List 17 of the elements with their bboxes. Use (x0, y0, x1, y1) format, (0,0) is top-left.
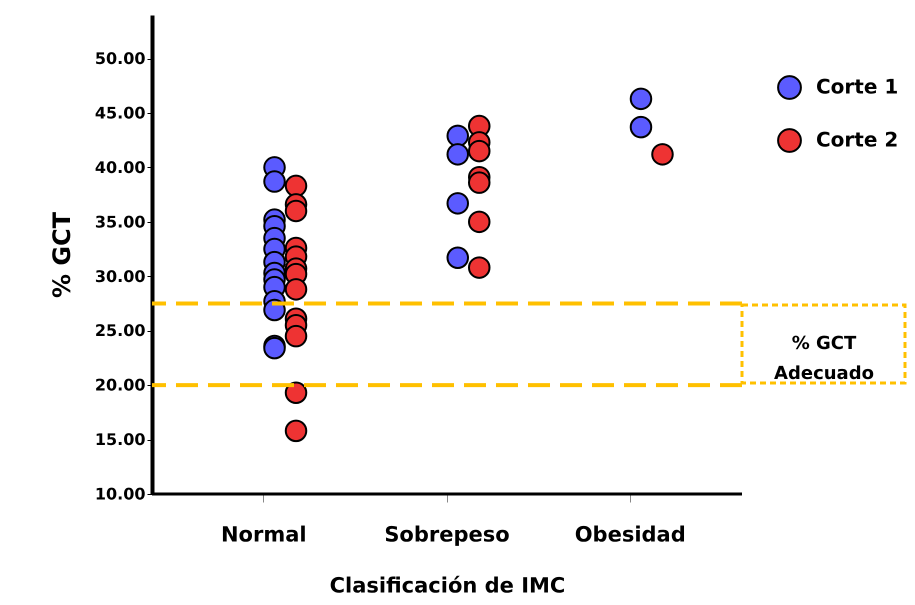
legend-label: Corte 1 (816, 74, 898, 98)
text: % GCT Adecuado (774, 333, 874, 384)
y-tick-label: 30.00 (94, 266, 146, 286)
y-tick-label: 20.00 (94, 376, 146, 395)
y-tick-label: 50.00 (94, 49, 146, 68)
y-tick-label: 10.00 (94, 484, 146, 504)
x-tick-label: Sobrepeso (384, 522, 510, 546)
y-axis-title: % GCT (48, 211, 76, 298)
y-tick-label: 45.00 (94, 103, 146, 122)
y-tick-label: 15.00 (94, 430, 146, 450)
y-tick-label: 25.00 (94, 321, 146, 340)
x-tick-label: Normal (220, 522, 307, 546)
y-tick-label: 40.00 (94, 158, 146, 177)
x-axis-title: Clasificación de IMC (330, 574, 566, 598)
legend-label: Corte 2 (816, 128, 898, 152)
y-tick-label: 35.00 (94, 212, 146, 232)
x-tick-label: Obesidad (574, 522, 686, 546)
